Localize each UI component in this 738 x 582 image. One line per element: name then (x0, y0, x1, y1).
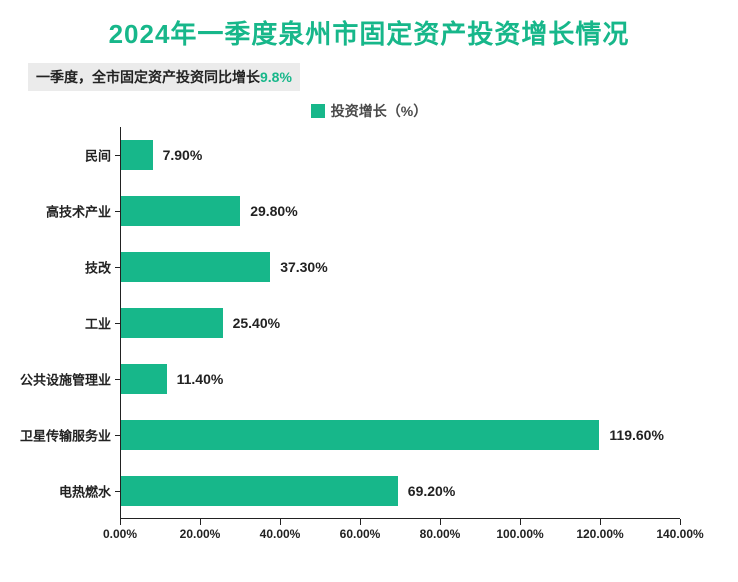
x-tick (280, 519, 281, 525)
bar (121, 476, 398, 506)
y-axis-label: 卫星传输服务业 (20, 426, 121, 445)
x-tick (360, 519, 361, 525)
x-tick (120, 519, 121, 525)
x-axis: 0.00%20.00%40.00%60.00%80.00%100.00%120.… (120, 519, 680, 547)
y-axis-label: 高技术产业 (46, 202, 121, 221)
legend-label: 投资增长（%） (331, 103, 427, 119)
y-axis-label: 电热燃水 (59, 482, 121, 501)
legend: 投资增长（%） (0, 101, 738, 121)
value-label: 29.80% (250, 203, 297, 219)
x-axis-label: 140.00% (656, 527, 703, 541)
y-axis-label: 公共设施管理业 (20, 370, 121, 389)
subtitle-badge: 一季度，全市固定资产投资同比增长9.8% (28, 63, 300, 91)
plot-area: 民间7.90%高技术产业29.80%技改37.30%工业25.40%公共设施管理… (120, 127, 680, 519)
value-label: 7.90% (163, 147, 203, 163)
x-axis-label: 80.00% (420, 527, 461, 541)
subtitle-highlight: 9.8% (260, 69, 292, 85)
x-axis-label: 60.00% (340, 527, 381, 541)
x-tick (200, 519, 201, 525)
bar-row: 民间7.90% (121, 127, 680, 183)
subtitle-container: 一季度，全市固定资产投资同比增长9.8% (28, 63, 738, 91)
bar-row: 卫星传输服务业119.60% (121, 407, 680, 463)
bar (121, 364, 167, 394)
bar-row: 高技术产业29.80% (121, 183, 680, 239)
x-axis-label: 20.00% (180, 527, 221, 541)
x-tick (520, 519, 521, 525)
value-label: 25.40% (233, 315, 280, 331)
value-label: 37.30% (280, 259, 327, 275)
x-axis-label: 40.00% (260, 527, 301, 541)
bar-row: 公共设施管理业11.40% (121, 351, 680, 407)
bar (121, 196, 240, 226)
value-label: 11.40% (177, 371, 224, 387)
bar (121, 252, 270, 282)
bar-row: 电热燃水69.20% (121, 463, 680, 519)
bar-row: 工业25.40% (121, 295, 680, 351)
chart-area: 民间7.90%高技术产业29.80%技改37.30%工业25.40%公共设施管理… (120, 127, 680, 547)
x-tick (680, 519, 681, 525)
x-tick (600, 519, 601, 525)
x-axis-label: 100.00% (496, 527, 543, 541)
value-label: 69.20% (408, 483, 455, 499)
bar (121, 308, 223, 338)
x-tick (440, 519, 441, 525)
bar (121, 140, 153, 170)
subtitle-prefix: 一季度，全市固定资产投资同比增长 (36, 69, 260, 85)
x-axis-label: 120.00% (576, 527, 623, 541)
x-axis-label: 0.00% (103, 527, 137, 541)
value-label: 119.60% (609, 427, 664, 443)
chart-title: 2024年一季度泉州市固定资产投资增长情况 (0, 0, 738, 51)
legend-swatch (311, 104, 325, 118)
bar (121, 420, 599, 450)
bar-row: 技改37.30% (121, 239, 680, 295)
